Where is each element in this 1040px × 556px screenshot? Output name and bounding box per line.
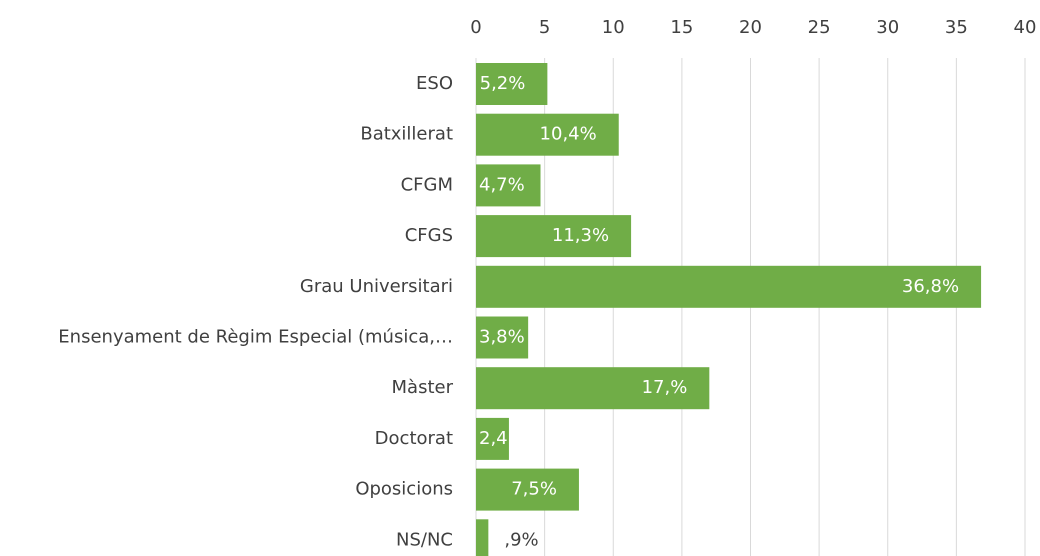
data-label: 17,% — [642, 377, 688, 398]
bar — [476, 164, 541, 207]
x-tick-label: 5 — [539, 17, 550, 38]
bar — [476, 417, 509, 460]
data-label: 36,8% — [902, 276, 959, 297]
x-tick-label: 40 — [1014, 17, 1037, 38]
x-tick-label: 20 — [739, 17, 762, 38]
data-label: 4,7% — [479, 174, 525, 195]
y-tick-label: Grau Universitari — [300, 276, 453, 297]
data-label: 11,3% — [552, 225, 609, 246]
data-label: ,9% — [504, 529, 538, 550]
x-tick-label: 10 — [602, 17, 625, 38]
y-tick-label: Màster — [392, 377, 454, 398]
data-label: 3,8% — [479, 327, 525, 348]
y-tick-label: Oposicions — [355, 479, 453, 500]
x-tick-label: 25 — [808, 17, 831, 38]
x-tick-label: 15 — [670, 17, 693, 38]
y-tick-label: Doctorat — [375, 428, 453, 449]
data-label: 5,2% — [480, 73, 526, 94]
bar — [476, 215, 632, 258]
bar — [476, 519, 489, 556]
bar — [476, 265, 982, 308]
data-label: 2,4 — [479, 428, 508, 449]
x-tick-label: 30 — [876, 17, 899, 38]
y-tick-label: NS/NC — [396, 529, 453, 550]
bar — [476, 63, 548, 105]
x-tick-label: 35 — [945, 17, 968, 38]
y-tick-label: ESO — [416, 73, 453, 94]
bar — [476, 316, 529, 359]
y-tick-label: Ensenyament de Règim Especial (música,… — [58, 327, 453, 348]
y-tick-label: CFGS — [405, 225, 453, 246]
x-tick-label: 0 — [470, 17, 481, 38]
data-label: 10,4% — [540, 124, 597, 145]
y-tick-label: Batxillerat — [360, 124, 453, 145]
bar — [476, 367, 710, 410]
bar — [476, 468, 579, 511]
data-label: 7,5% — [511, 479, 557, 500]
bar — [476, 113, 619, 156]
y-tick-label: CFGM — [401, 174, 453, 195]
